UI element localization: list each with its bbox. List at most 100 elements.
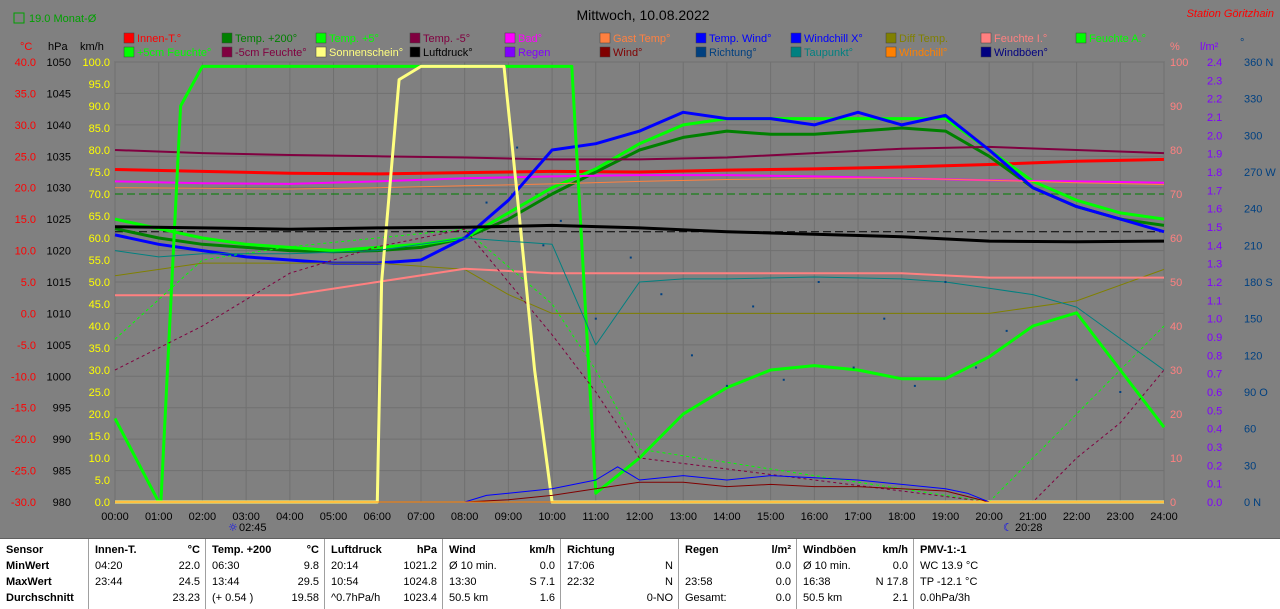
legend-swatch [695,46,707,58]
wind-axis-tick: 10.0 [89,453,110,465]
row-label-min: MinWert [6,560,50,572]
time-tick: 11:00 [582,511,609,523]
legend-entry[interactable]: Windböen° [980,46,1048,59]
stat-time: 16:38 [803,576,831,588]
legend-entry[interactable]: Temp. Wind° [695,32,771,45]
legend-swatch [980,46,992,58]
humidity-axis-tick: 90 [1170,101,1182,113]
temp-axis-tick: -15.0 [11,403,36,415]
time-tick: 24:00 [1150,511,1178,523]
temp-axis-tick: 20.0 [15,183,36,195]
stat-value: N [665,560,673,572]
humidity-axis-tick: 70 [1170,189,1182,201]
rain-axis-tick: 1.6 [1207,204,1222,216]
legend-label: Feuchte A.° [1089,33,1146,45]
temp-axis-tick: -20.0 [11,434,36,446]
stat-time: 13:30 [449,576,477,588]
wind-axis-tick: 70.0 [89,189,110,201]
legend-entry[interactable]: Taupunkt° [790,46,853,59]
time-tick: 10:00 [538,511,566,523]
stat-value: 1023.4 [403,592,437,604]
legend-entry[interactable]: -5cm Feuchte° [221,46,307,59]
legend-entry[interactable]: Feuchte I.° [980,32,1047,45]
stat-header: Regen [685,544,719,556]
stat-time: Gesamt: [685,592,727,604]
stat-unit: °C [187,544,200,556]
direction-axis-tick: 90 O [1244,387,1268,399]
monat-label: 19.0 Monat-Ø [29,13,97,25]
stat-column: Innen-T. °C 04:20 22.0 23:44 24.5 23.23 [88,539,206,609]
direction-axis-tick: 360 N [1244,57,1273,69]
legend-swatch [221,46,233,58]
stat-value: S 7.1 [529,576,555,588]
legend-entry[interactable]: Luftdruck° [409,46,473,59]
legend-entry[interactable]: Regen [504,46,550,59]
time-tick: 07:00 [407,511,435,523]
humidity-axis-tick: 80 [1170,145,1182,157]
humidity-axis-tick: 20 [1170,409,1182,421]
wind-axis-tick: 25.0 [89,387,110,399]
legend-label: Luftdruck° [423,47,473,59]
time-tick: 12:00 [626,511,654,523]
stat-column: Temp. +200 °C 06:30 9.8 13:44 29.5 (+ 0.54 ) 19… [205,539,325,609]
legend-entry[interactable]: Temp. +5° [315,32,379,45]
stat-time: 22:32 [567,576,595,588]
legend-label: Temp. -5° [423,33,470,45]
legend-entry[interactable]: Windchill° [885,46,947,59]
legend-entry[interactable]: Innen-T.° [123,32,181,45]
stat-unit: hPa [416,544,437,556]
stat-value: N 17.8 [875,576,908,588]
legend-swatch [221,32,233,44]
legend-entry[interactable]: Wind° [599,46,642,59]
pressure-axis-tick: 990 [53,434,71,446]
humidity-axis-tick: 50 [1170,277,1182,289]
stat-value: 23.23 [172,592,200,604]
series-line [114,228,1165,503]
stat-time: 04:20 [95,560,123,572]
rain-axis-tick: 0.8 [1207,350,1222,362]
series-line [114,110,1165,265]
rain-axis-tick: 0.0 [1207,497,1222,509]
time-tick: 03:00 [232,511,260,523]
stat-value: 1024.8 [403,576,437,588]
stat-header: Luftdruck [331,544,382,556]
time-tick: 00:00 [101,511,129,523]
legend-label: Regen [518,47,550,59]
legend-entry[interactable]: Temp. +200° [221,32,297,45]
rain-axis-tick: 0.5 [1207,405,1222,417]
stat-time: 50.5 km [449,592,489,604]
direction-point [1075,378,1078,381]
wind-axis-tick: 20.0 [89,409,110,421]
legend-label: Gast Temp° [613,33,670,45]
stat-time: Ø 10 min. [449,560,497,572]
legend-entry[interactable]: Windchill X° [790,32,863,45]
stat-value: 9.8 [303,560,319,572]
stat-time: Ø 10 min. [803,560,851,572]
legend-entry[interactable]: Diff Temp. [885,32,948,45]
chart-title: Mittwoch, 10.08.2022 [576,7,709,23]
stat-column: PMV-1:-1 WC 13.9 °C TP -12.1 °C 0.0hPa/3h [913,539,1024,609]
stat-value: 0.0 [775,560,791,572]
legend-label: Sonnenschein° [329,47,403,59]
legend-entry[interactable]: Richtung° [695,46,757,59]
rain-axis-tick: 0.6 [1207,387,1222,399]
unit-rain: l/m² [1200,41,1219,53]
legend-entry[interactable]: +5cm Feuchte° [123,46,211,59]
temp-axis-tick: 35.0 [15,88,36,100]
legend-entry[interactable]: Gast Temp° [599,32,670,45]
legend-entry[interactable]: Temp. -5° [409,32,470,45]
legend-entry[interactable]: Feuchte A.° [1075,32,1146,45]
rain-axis-tick: 0.7 [1207,369,1222,381]
legend-entry[interactable]: Sonnenschein° [315,46,403,59]
monat-checkbox[interactable] [13,12,25,24]
stat-time: WC 13.9 °C [920,560,979,572]
temp-axis-tick: 15.0 [15,214,36,226]
legend-label: +5cm Feuchte° [137,47,211,59]
stat-time: 0.0hPa/3h [920,592,971,604]
unit-celsius: °C [20,41,32,53]
legend-entry[interactable]: Bad° [504,32,542,45]
series-line [115,481,1164,503]
stat-unit: km/h [882,544,908,556]
temp-axis-tick: 5.0 [21,277,36,289]
stat-value: 22.0 [178,560,200,572]
